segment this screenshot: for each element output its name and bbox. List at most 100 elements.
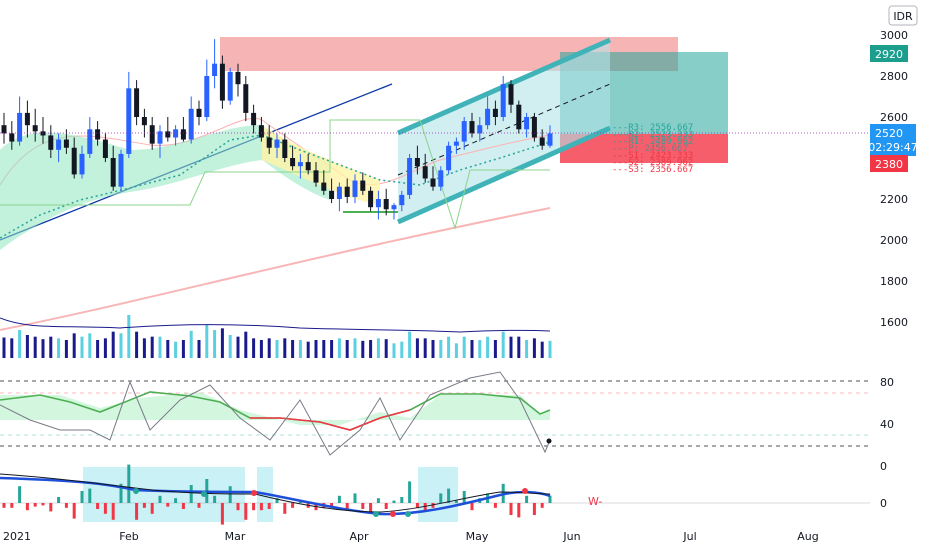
time-tick-label: Apr	[349, 530, 369, 543]
candle[interactable]	[524, 112, 530, 138]
candle[interactable]	[87, 117, 93, 158]
candle[interactable]	[165, 117, 171, 142]
candle[interactable]	[313, 162, 319, 187]
candle[interactable]	[118, 149, 124, 191]
candle[interactable]	[453, 137, 459, 154]
candle[interactable]	[48, 125, 54, 158]
candle[interactable]	[344, 178, 350, 204]
candle[interactable]	[321, 170, 327, 195]
candle[interactable]	[173, 125, 179, 146]
macd-histogram-bar	[525, 495, 529, 503]
candle[interactable]	[422, 153, 428, 183]
volume-bar	[88, 333, 92, 358]
macd-histogram-bar	[361, 503, 365, 509]
candle[interactable]	[71, 137, 77, 179]
candle[interactable]	[477, 117, 483, 142]
candle[interactable]	[461, 117, 467, 150]
volume-bar	[150, 336, 154, 358]
macd-histogram-bar	[189, 485, 193, 503]
candle[interactable]	[375, 190, 381, 220]
macd-histogram-bar	[454, 500, 458, 503]
candle[interactable]	[336, 182, 342, 212]
volume-bar	[431, 340, 435, 358]
pivot-label: ---S2: 2389.962	[612, 158, 693, 168]
candle[interactable]	[251, 104, 257, 134]
candle[interactable]	[196, 100, 202, 126]
candle[interactable]	[258, 117, 264, 142]
candle[interactable]	[391, 203, 397, 220]
candle[interactable]	[500, 76, 506, 122]
candle[interactable]	[24, 100, 30, 138]
macd-histogram-bar	[259, 503, 263, 511]
candle[interactable]	[430, 166, 436, 191]
candle[interactable]	[40, 117, 46, 144]
price-axis[interactable]: 30002800260024002200200018001600	[880, 29, 908, 329]
candle[interactable]	[368, 186, 374, 212]
candle[interactable]	[492, 100, 498, 126]
candle[interactable]	[235, 63, 241, 97]
candle[interactable]	[399, 190, 405, 212]
candle[interactable]	[56, 133, 62, 163]
stop-price-tag	[870, 155, 908, 172]
candle[interactable]	[188, 96, 194, 144]
candle[interactable]	[407, 153, 413, 199]
candle[interactable]	[290, 145, 296, 171]
volume-bar	[454, 343, 458, 358]
candle[interactable]	[516, 100, 522, 134]
volume-bar	[267, 338, 271, 358]
candle[interactable]	[438, 166, 444, 191]
candle[interactable]	[360, 172, 366, 195]
candle[interactable]	[219, 55, 225, 109]
candle[interactable]	[227, 67, 233, 105]
candle[interactable]	[157, 125, 163, 158]
candle[interactable]	[149, 117, 155, 150]
candle[interactable]	[539, 129, 545, 150]
candle[interactable]	[180, 117, 186, 142]
channel-lower-line[interactable]	[396, 125, 612, 225]
candlestick-series[interactable]	[1, 39, 553, 220]
time-axis[interactable]: 2021 Feb Mar Apr May Jun Jul Aug	[3, 530, 819, 543]
volume-bar	[306, 341, 310, 358]
candle[interactable]	[305, 153, 311, 175]
volume-bar	[80, 336, 84, 358]
candle[interactable]	[274, 133, 280, 158]
candle[interactable]	[508, 80, 514, 113]
candle[interactable]	[414, 145, 420, 175]
macd-histogram-bar	[158, 495, 162, 503]
candle[interactable]	[134, 80, 140, 126]
candle[interactable]	[446, 141, 452, 175]
candle[interactable]	[126, 71, 132, 158]
volume-bar	[291, 340, 295, 358]
macd-histogram-bar	[415, 503, 419, 508]
candle[interactable]	[110, 145, 116, 191]
candle[interactable]	[102, 133, 108, 163]
candle[interactable]	[485, 96, 491, 130]
candle[interactable]	[329, 178, 335, 204]
candle[interactable]	[79, 145, 85, 179]
candle[interactable]	[531, 112, 537, 142]
donchian-line	[0, 119, 550, 230]
candle[interactable]	[383, 188, 389, 216]
candle[interactable]	[95, 121, 101, 146]
macd-panel: W-	[0, 464, 870, 525]
volume-bar	[236, 336, 240, 358]
candle[interactable]	[9, 121, 15, 150]
candle[interactable]	[1, 112, 7, 144]
candle[interactable]	[32, 108, 38, 142]
macd-histogram-bar	[384, 503, 388, 509]
volume-bar	[322, 340, 326, 358]
time-tick-label: Aug	[797, 530, 818, 543]
currency-badge[interactable]	[888, 5, 918, 26]
candle[interactable]	[352, 174, 358, 204]
candle[interactable]	[266, 125, 272, 154]
volume-bar	[423, 338, 427, 358]
candle[interactable]	[212, 39, 218, 89]
candle[interactable]	[282, 133, 288, 163]
candle[interactable]	[297, 153, 303, 179]
candle[interactable]	[243, 76, 249, 122]
candle[interactable]	[17, 96, 23, 146]
candle[interactable]	[204, 59, 210, 122]
candle[interactable]	[547, 125, 553, 148]
